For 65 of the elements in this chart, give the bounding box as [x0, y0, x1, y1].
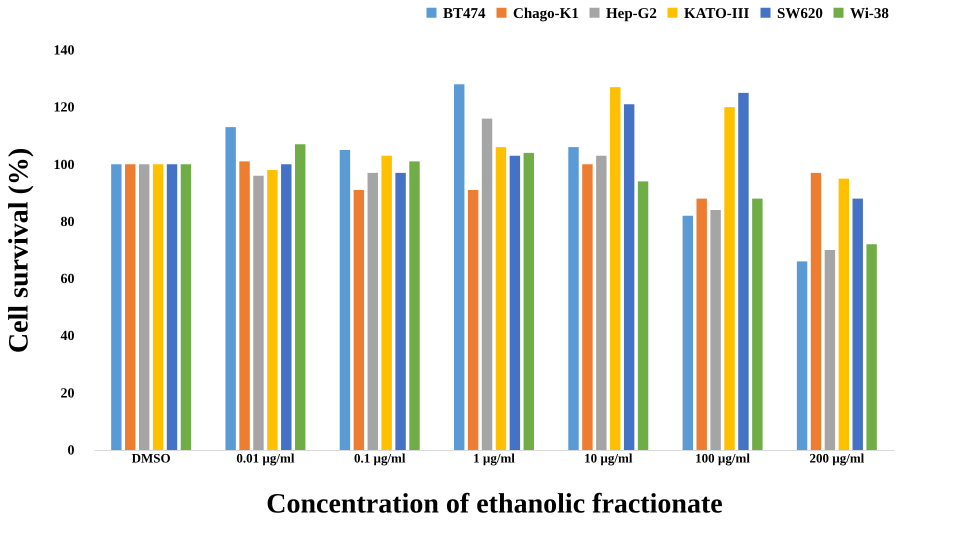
bar	[482, 118, 492, 450]
legend-label: BT474	[443, 6, 486, 22]
bar	[524, 152, 534, 450]
bar	[253, 176, 264, 450]
bar	[510, 156, 520, 450]
bar	[682, 216, 694, 450]
bar	[354, 190, 364, 450]
bar	[752, 198, 763, 450]
bar	[281, 164, 292, 450]
bar	[340, 150, 350, 450]
x-tick-label: 10 µg/ml	[584, 450, 633, 466]
legend-label: KATO-III	[684, 6, 750, 22]
bar	[409, 161, 420, 450]
bar	[267, 170, 278, 450]
bar	[454, 84, 464, 450]
y-tick-label: 100	[54, 158, 74, 173]
y-tick-label: 80	[60, 214, 74, 230]
x-tick-label: 200 µg/ml	[809, 450, 865, 466]
x-tick-label: 0.1 µg/ml	[354, 450, 406, 466]
bar	[152, 164, 164, 450]
y-tick-label: 140	[54, 44, 74, 58]
bar	[738, 92, 749, 450]
x-tick-label: 100 µg/ml	[695, 450, 750, 466]
bar	[166, 164, 178, 450]
bar	[225, 127, 236, 450]
bar	[624, 104, 634, 450]
y-tick-label: 20	[60, 386, 74, 402]
bar	[381, 156, 392, 450]
bar	[596, 156, 607, 450]
x-tick-label: 1 µg/ml	[473, 450, 516, 466]
bar	[810, 172, 822, 450]
bar	[824, 250, 836, 450]
bar	[796, 261, 808, 450]
legend-label: Hep-G2	[606, 6, 657, 22]
legend-label: Chago-K1	[513, 6, 579, 22]
bar	[395, 172, 406, 450]
bar	[294, 144, 306, 450]
x-axis-title: Concentration of ethanolic fractionate	[266, 488, 723, 520]
bar	[468, 190, 478, 450]
bar	[180, 164, 192, 450]
x-tick-label: DMSO	[132, 450, 171, 466]
bar	[638, 181, 648, 450]
bar	[838, 178, 850, 450]
bar	[568, 147, 579, 450]
bar	[710, 210, 721, 450]
bar	[610, 87, 620, 450]
bar	[496, 147, 506, 450]
legend-label: Wi-38	[850, 6, 889, 22]
x-tick-label: 0.01 µg/ml	[236, 450, 295, 466]
bar	[368, 172, 378, 450]
bar	[696, 198, 707, 450]
y-axis-title: Cell survival (%)	[4, 148, 34, 354]
y-tick-label: 0	[68, 444, 74, 458]
y-tick-label: 40	[60, 329, 74, 344]
bar	[138, 164, 150, 450]
y-tick-label: 120	[54, 100, 74, 116]
bar	[125, 164, 136, 450]
bar	[111, 164, 122, 450]
legend-label: SW620	[777, 6, 823, 22]
y-tick-label: 60	[60, 272, 74, 288]
bar	[582, 164, 593, 450]
bar	[239, 161, 250, 450]
bar	[866, 244, 877, 450]
bar	[724, 107, 735, 450]
bar	[852, 198, 863, 450]
